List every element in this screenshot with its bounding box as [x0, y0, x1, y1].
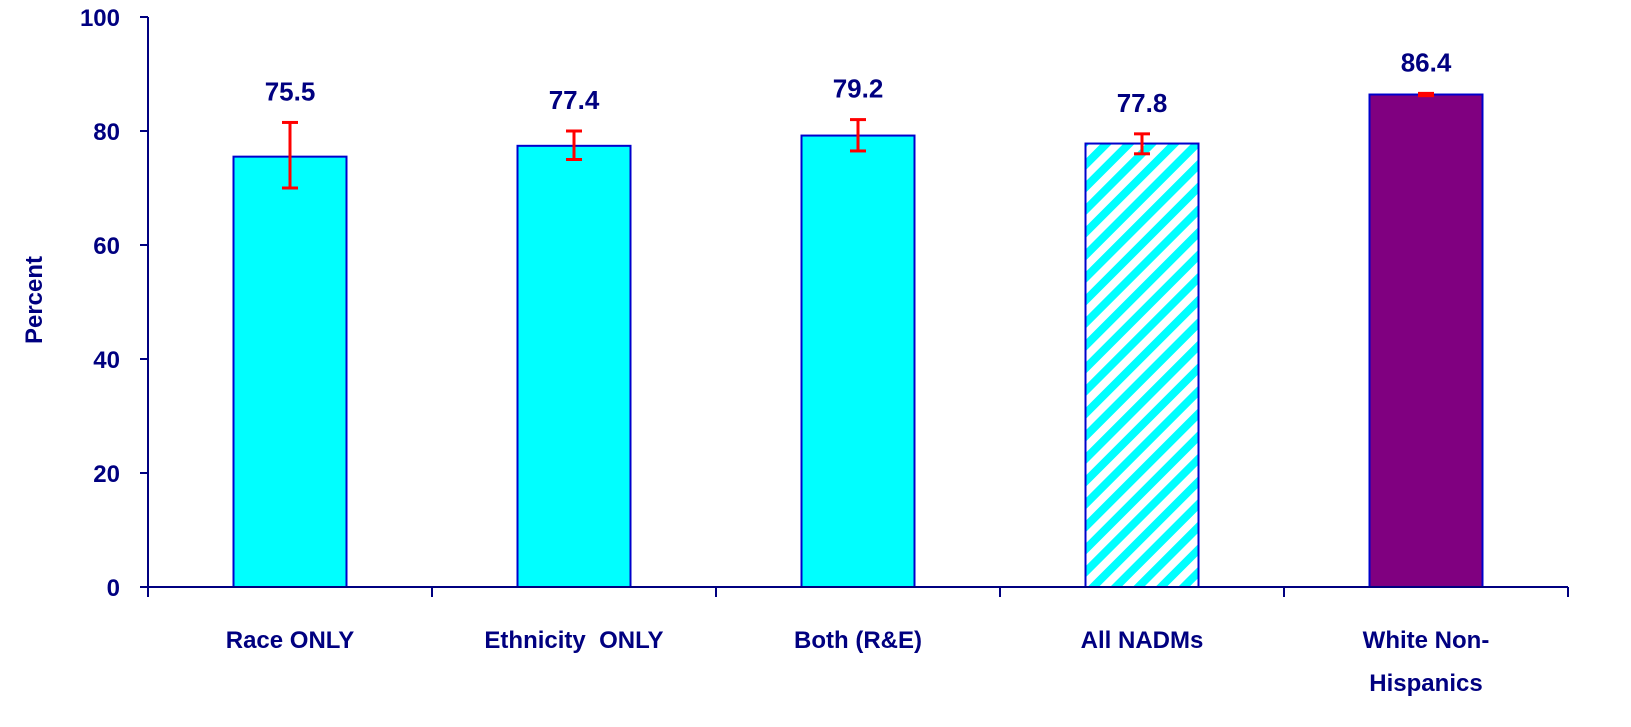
x-tick-label-line: Hispanics: [1369, 670, 1482, 697]
data-label: 75.5: [265, 76, 316, 106]
x-tick-label-line: Race ONLY: [226, 627, 355, 654]
x-tick-label: Both (R&E): [794, 627, 922, 654]
x-tick-label-line: All NADMs: [1081, 627, 1204, 654]
data-label: 77.8: [1117, 88, 1168, 118]
x-tick-label: All NADMs: [1081, 627, 1204, 654]
bar: [232, 155, 348, 588]
y-tick-label: 80: [93, 119, 120, 146]
y-tick-label: 20: [93, 461, 120, 488]
x-tick-label-line: White Non-: [1363, 627, 1490, 654]
y-tick-label: 40: [93, 347, 120, 374]
y-axis-title: Percent: [21, 256, 48, 344]
x-tick-label: White Non- Hispanics: [1363, 627, 1490, 697]
bar: [1084, 142, 1200, 588]
x-tick-label-line: Both (R&E): [794, 627, 922, 654]
data-label: 79.2: [833, 74, 884, 104]
x-tick-label-line: Ethnicity ONLY: [484, 627, 663, 654]
plot-area: 75.5 77.4 79.2 77.8 86.4 0 20 40 60 80 100 Race ONL…: [80, 5, 1569, 697]
y-tick-label: 0: [107, 575, 120, 602]
bar: [516, 144, 632, 588]
bar: [800, 134, 916, 588]
bar: [1368, 93, 1484, 589]
data-label: 77.4: [549, 85, 600, 115]
y-tick-label: 60: [93, 233, 120, 260]
x-tick-label: Race ONLY: [226, 627, 355, 654]
x-tick-label: Ethnicity ONLY: [484, 627, 663, 654]
y-tick-label: 100: [80, 5, 120, 32]
data-label: 86.4: [1401, 47, 1452, 77]
